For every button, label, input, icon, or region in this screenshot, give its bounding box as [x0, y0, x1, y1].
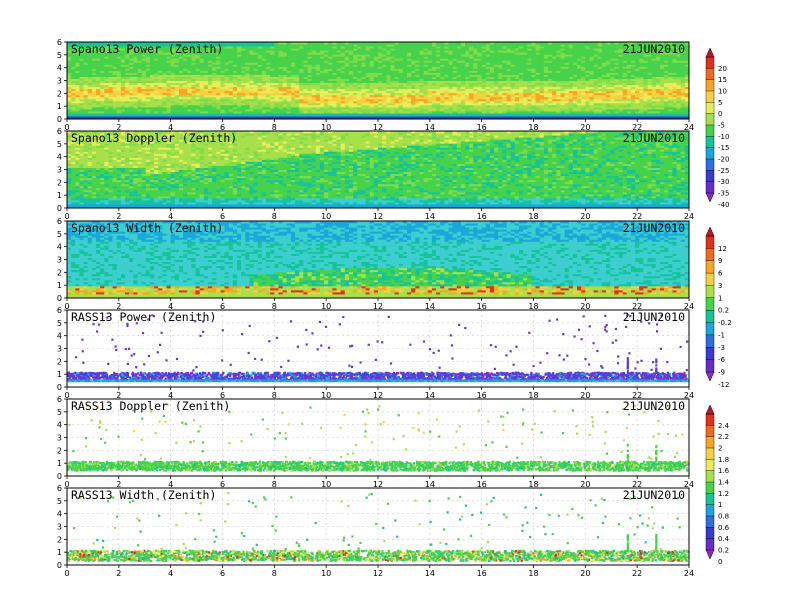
panel-0: 01234560 2 4 6 8 10 12 14 16 18 20 22 24Spano13 Powe…: [57, 38, 694, 132]
